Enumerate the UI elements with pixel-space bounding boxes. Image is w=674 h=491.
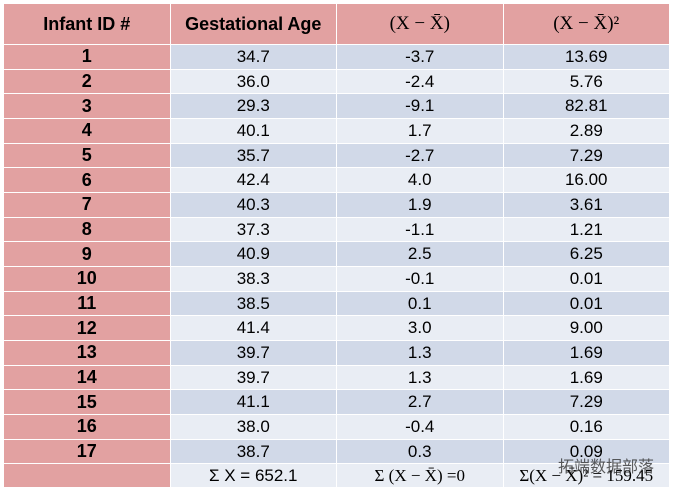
value-cell: 40.9 <box>169 241 337 268</box>
value-cell: 29.3 <box>169 93 337 120</box>
value-cell: 39.7 <box>169 340 337 366</box>
value-cell: 40.1 <box>169 118 337 144</box>
id-cell: 1 <box>3 44 171 70</box>
value-cell: 82.81 <box>502 93 670 120</box>
id-cell: 3 <box>3 93 171 120</box>
table-row: 2 36.0 -2.4 5.76 <box>3 68 670 95</box>
value-cell: 38.0 <box>169 414 337 440</box>
footer-row: Σ X = 652.1 Σ (X − X̄) =0 Σ(X − X̄)² = 159… <box>3 463 670 488</box>
value-cell: 41.1 <box>169 389 337 416</box>
value-cell: 36.0 <box>169 68 337 95</box>
table-row: 12 41.4 3.0 9.00 <box>3 315 670 342</box>
value-cell: -2.4 <box>336 68 504 95</box>
value-cell: 16.00 <box>502 167 670 194</box>
value-cell: 42.4 <box>169 167 337 194</box>
value-cell: -0.4 <box>336 414 504 440</box>
value-cell: 1.21 <box>502 216 670 243</box>
value-cell: 1.69 <box>502 364 670 391</box>
id-cell: 12 <box>3 315 171 342</box>
table-row: 8 37.3 -1.1 1.21 <box>3 216 670 243</box>
value-cell: 2.5 <box>336 241 504 268</box>
table-row: 4 40.1 1.7 2.89 <box>3 118 670 144</box>
id-cell: 17 <box>3 438 171 465</box>
value-cell: 0.16 <box>502 414 670 440</box>
value-cell: 3.61 <box>502 192 670 218</box>
table-row: 3 29.3 -9.1 82.81 <box>3 93 670 120</box>
table-row: 7 40.3 1.9 3.61 <box>3 192 670 218</box>
table-row: 5 35.7 -2.7 7.29 <box>3 142 670 169</box>
table-row: 16 38.0 -0.4 0.16 <box>3 414 670 440</box>
value-cell: 2.89 <box>502 118 670 144</box>
value-cell: 1.3 <box>336 364 504 391</box>
table-row: 15 41.1 2.7 7.29 <box>3 389 670 416</box>
table-row: 11 38.5 0.1 0.01 <box>3 290 670 317</box>
data-table: Infant ID # Gestational Age (X − X̄) (X … <box>3 3 670 488</box>
footer-cell: Σ X = 652.1 <box>169 463 337 488</box>
id-cell: 16 <box>3 414 171 440</box>
table-row: 1 34.7 -3.7 13.69 <box>3 44 670 70</box>
table-row: 14 39.7 1.3 1.69 <box>3 364 670 391</box>
id-cell: 14 <box>3 364 171 391</box>
table-row: 6 42.4 4.0 16.00 <box>3 167 670 194</box>
value-cell: 34.7 <box>169 44 337 70</box>
value-cell: 40.3 <box>169 192 337 218</box>
watermark: 拓端数据部落 <box>557 459 654 476</box>
table-row: 13 39.7 1.3 1.69 <box>3 340 670 366</box>
value-cell: 0.01 <box>502 290 670 317</box>
header-cell: (X − X̄)² <box>502 3 670 45</box>
value-cell: 0.09 <box>502 438 670 465</box>
id-cell: 6 <box>3 167 171 194</box>
table-row: 17 38.7 0.3 0.09 <box>3 438 670 465</box>
value-cell: 0.1 <box>336 290 504 317</box>
footer-cell: Σ(X − X̄)² = 159.45 <box>502 463 670 488</box>
id-cell: 13 <box>3 340 171 366</box>
value-cell: 38.7 <box>169 438 337 465</box>
value-cell: 41.4 <box>169 315 337 342</box>
id-cell <box>3 463 171 488</box>
value-cell: 9.00 <box>502 315 670 342</box>
header-cell: Gestational Age <box>169 3 337 45</box>
id-cell: 8 <box>3 216 171 243</box>
id-cell: 2 <box>3 68 171 95</box>
value-cell: 38.5 <box>169 290 337 317</box>
id-cell: 5 <box>3 142 171 169</box>
value-cell: 37.3 <box>169 216 337 243</box>
value-cell: 1.3 <box>336 340 504 366</box>
value-cell: 6.25 <box>502 241 670 268</box>
footer-cell: Σ (X − X̄) =0 <box>336 463 504 488</box>
table-body: 1 34.7 -3.7 13.69 2 36.0 -2.4 5.76 3 29.3 -9.1 82.8… <box>3 44 670 488</box>
value-cell: -3.7 <box>336 44 504 70</box>
id-cell: 4 <box>3 118 171 144</box>
value-cell: 1.9 <box>336 192 504 218</box>
value-cell: 3.0 <box>336 315 504 342</box>
id-cell: 15 <box>3 389 171 416</box>
value-cell: 35.7 <box>169 142 337 169</box>
value-cell: -0.1 <box>336 266 504 292</box>
value-cell: 2.7 <box>336 389 504 416</box>
value-cell: -1.1 <box>336 216 504 243</box>
table-row: 9 40.9 2.5 6.25 <box>3 241 670 268</box>
id-cell: 9 <box>3 241 171 268</box>
header-row: Infant ID # Gestational Age (X − X̄) (X … <box>3 3 670 45</box>
value-cell: 13.69 <box>502 44 670 70</box>
value-cell: 1.7 <box>336 118 504 144</box>
value-cell: 7.29 <box>502 389 670 416</box>
value-cell: 4.0 <box>336 167 504 194</box>
value-cell: 7.29 <box>502 142 670 169</box>
id-cell: 10 <box>3 266 171 292</box>
value-cell: 0.01 <box>502 266 670 292</box>
value-cell: 39.7 <box>169 364 337 391</box>
id-cell: 7 <box>3 192 171 218</box>
value-cell: 0.3 <box>336 438 504 465</box>
id-cell: 11 <box>3 290 171 317</box>
value-cell: 1.69 <box>502 340 670 366</box>
table-row: 10 38.3 -0.1 0.01 <box>3 266 670 292</box>
value-cell: 38.3 <box>169 266 337 292</box>
value-cell: -9.1 <box>336 93 504 120</box>
header-cell: Infant ID # <box>3 3 171 45</box>
value-cell: 5.76 <box>502 68 670 95</box>
header-cell: (X − X̄) <box>336 3 504 45</box>
value-cell: -2.7 <box>336 142 504 169</box>
